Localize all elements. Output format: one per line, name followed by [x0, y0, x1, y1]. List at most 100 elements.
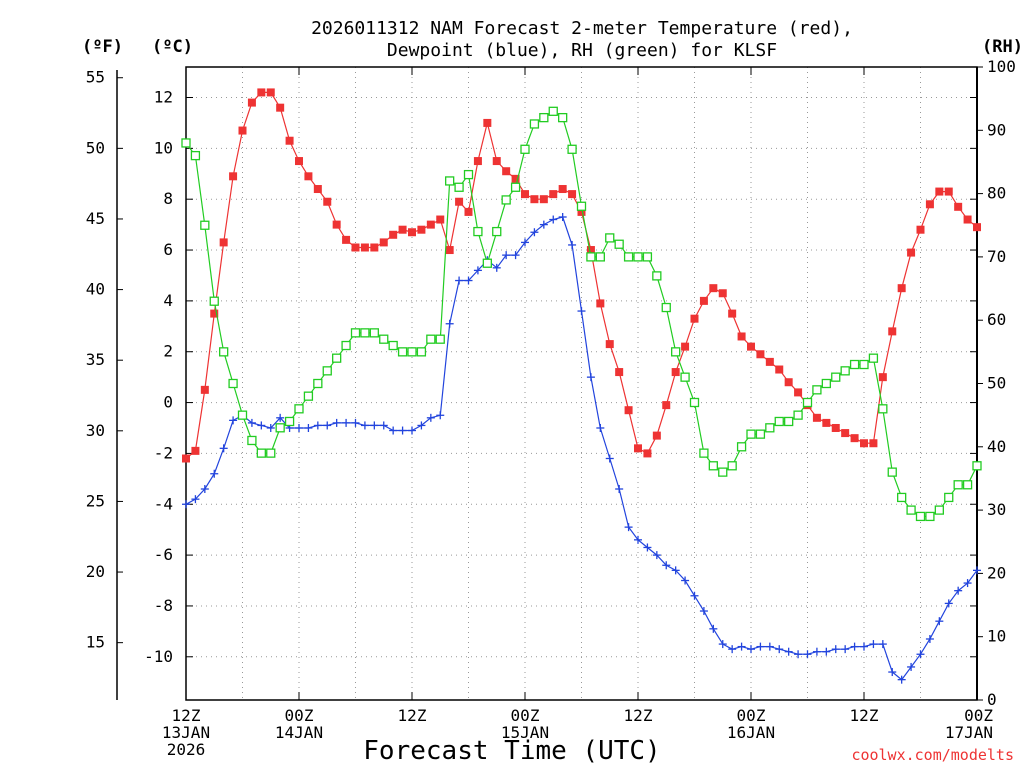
dewpoint-marker: [954, 586, 963, 595]
dewpoint-marker: [690, 591, 699, 600]
temperature-marker: [822, 418, 831, 427]
dewpoint-marker: [247, 418, 256, 427]
dewpoint-marker: [652, 551, 661, 560]
dewpoint-marker: [379, 421, 388, 430]
rh-marker: [944, 492, 954, 503]
dewpoint-marker: [596, 423, 605, 432]
dewpoint-marker: [624, 523, 633, 532]
dewpoint-marker: [436, 411, 445, 420]
rh-tick-label: 90: [987, 120, 1006, 139]
x-tick-label: 12Z: [624, 706, 653, 725]
celsius-tick-label: -10: [144, 647, 173, 666]
unit-rh-label: (RH): [982, 37, 1023, 57]
dewpoint-marker: [681, 576, 690, 585]
rh-marker: [407, 347, 417, 357]
temperature-marker: [379, 238, 388, 247]
rh-marker: [454, 182, 464, 192]
temperature-marker: [709, 284, 718, 293]
temperature-marker: [426, 220, 435, 229]
dewpoint-marker: [916, 650, 925, 659]
rh-marker: [972, 461, 982, 471]
rh-marker: [416, 347, 427, 357]
rh-marker: [228, 378, 238, 389]
celsius-tick-label: 4: [163, 291, 173, 310]
temperature-marker: [530, 195, 539, 204]
rh-marker: [812, 385, 822, 395]
temperature-marker: [539, 195, 548, 204]
temperature-marker: [925, 200, 934, 209]
temperature-marker: [775, 365, 784, 374]
temperature-marker: [577, 207, 586, 216]
temperature-marker: [229, 172, 238, 181]
temperature-marker: [521, 190, 529, 199]
rh-marker: [200, 220, 210, 230]
rh-marker: [397, 347, 408, 357]
dewpoint-marker: [558, 212, 567, 221]
dewpoint-marker: [888, 668, 897, 677]
temperature-marker: [869, 439, 878, 448]
rh-marker: [623, 252, 634, 262]
temperature-marker: [690, 314, 699, 323]
rh-marker: [529, 119, 540, 129]
rh-marker: [266, 448, 276, 458]
temperature-marker: [850, 434, 859, 443]
rh-marker: [661, 302, 671, 313]
dewpoint-marker: [935, 617, 944, 626]
temperature-marker: [511, 174, 520, 183]
temperature-marker: [907, 248, 916, 257]
rh-marker: [558, 112, 568, 123]
dewpoint-marker: [775, 645, 784, 654]
rh-tick-label: 30: [987, 500, 1006, 519]
x-tick-label: 16JAN: [727, 723, 775, 742]
rh-marker: [209, 296, 219, 306]
temperature-marker: [747, 342, 755, 351]
dewpoint-marker: [182, 500, 190, 509]
fahrenheit-tick-label: 25: [86, 491, 105, 510]
fahrenheit-tick-label: 20: [86, 562, 105, 581]
rh-marker: [539, 112, 549, 123]
unit-fahrenheit-label: (ºF): [82, 37, 123, 57]
rh-marker: [868, 353, 879, 363]
dewpoint-marker: [803, 650, 812, 659]
x-tick-label: 15JAN: [501, 723, 549, 742]
rh-marker: [699, 448, 709, 458]
rh-marker: [953, 480, 963, 490]
x-tick-label: 13JAN: [162, 723, 210, 742]
rh-marker: [256, 448, 266, 458]
rh-marker: [492, 226, 502, 237]
temperature-marker: [191, 446, 200, 455]
fahrenheit-tick-label: 40: [86, 280, 105, 299]
temperature-marker: [878, 373, 887, 382]
temperature-marker: [445, 246, 454, 255]
unit-celsius-label: (ºC): [152, 37, 193, 57]
rh-tick-label: 10: [987, 627, 1006, 646]
rh-tick-label: 40: [987, 437, 1006, 456]
dewpoint-marker: [728, 645, 737, 654]
temperature-marker: [417, 225, 426, 234]
celsius-tick-label: 10: [154, 138, 173, 157]
temperature-marker: [586, 246, 595, 255]
rh-marker: [652, 271, 662, 281]
dewpoint-marker: [756, 642, 765, 651]
dewpoint-marker: [812, 647, 821, 656]
dewpoint-marker: [342, 418, 351, 427]
dewpoint-marker: [445, 319, 454, 328]
temperature-marker: [408, 228, 416, 237]
fahrenheit-tick-label: 55: [86, 68, 105, 87]
dewpoint-marker: [973, 566, 981, 575]
fahrenheit-tick-label: 35: [86, 350, 105, 369]
celsius-tick-label: 12: [154, 88, 173, 107]
rh-marker: [247, 435, 257, 446]
rh-marker: [897, 492, 907, 503]
x-tick-label: 00Z: [511, 706, 540, 725]
rh-marker: [727, 461, 737, 471]
dewpoint-marker: [426, 413, 435, 422]
dewpoint-marker: [699, 607, 708, 616]
rh-marker: [887, 467, 897, 477]
temperature-marker: [342, 235, 351, 244]
temperature-marker: [295, 157, 303, 166]
temperature-marker: [699, 296, 708, 305]
chart-title-line1: 2026011312 NAM Forecast 2-meter Temperat…: [311, 18, 853, 39]
dewpoint-marker: [784, 647, 793, 656]
